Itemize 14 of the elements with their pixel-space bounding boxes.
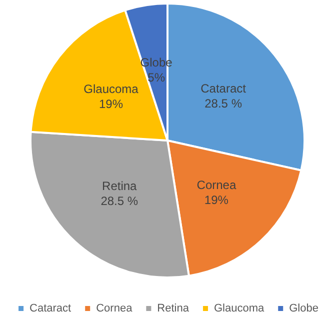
slice-label: Retina bbox=[102, 178, 138, 193]
slice-label: Cornea bbox=[196, 178, 236, 192]
legend-label: Retina bbox=[157, 302, 190, 314]
slice-label: Glaucoma bbox=[84, 82, 139, 96]
data-label: 28.5 % bbox=[204, 96, 242, 110]
legend-label: Cornea bbox=[96, 302, 134, 314]
data-label: 5% bbox=[148, 70, 166, 84]
legend-label: Cataract bbox=[30, 302, 72, 314]
data-label: 19% bbox=[98, 97, 124, 112]
legend-label: Globe bbox=[289, 302, 318, 314]
data-label: 19% bbox=[204, 193, 229, 208]
legend-label: Glaucoma bbox=[214, 302, 265, 314]
slice-label: Cataract bbox=[200, 81, 247, 96]
data-label: 28.5 % bbox=[100, 194, 138, 208]
